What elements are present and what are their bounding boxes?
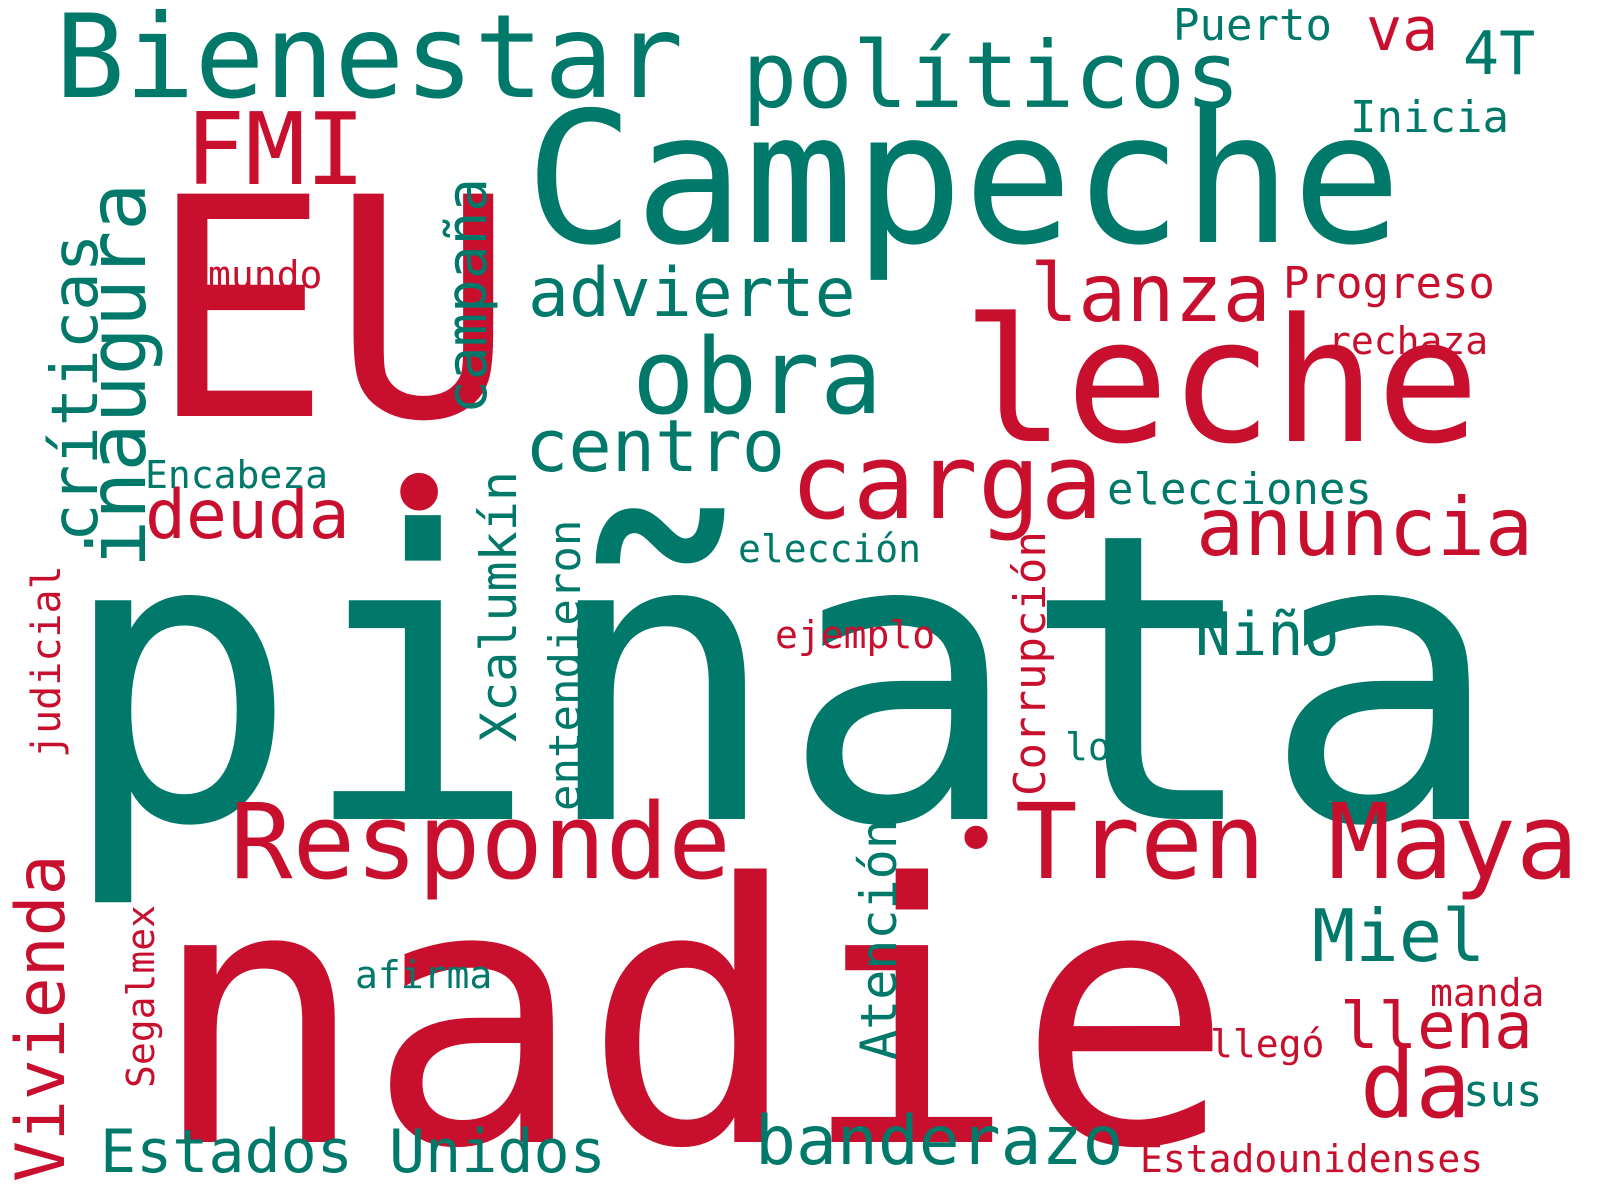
word-llego: llegó [1210,1022,1325,1066]
word-campana: campaña [435,177,500,414]
word-judicial: judicial [24,565,70,758]
word-advierte: advierte [528,254,856,333]
word-4t: 4T [1463,19,1536,89]
word-encabeza: Encabeza [145,453,329,497]
word-rechaza: rechaza [1328,319,1489,363]
word-corrupcion: Corrupción [1005,531,1056,796]
word-llena: llena [1340,990,1533,1064]
word-bienestar: Bienestar [55,0,684,125]
word-elecciones: elecciones [1107,464,1372,515]
word-xcalumkin: Xcalumkín [470,471,528,742]
word-lanza: lanza [1030,247,1271,340]
word-politicos: políticos [742,22,1241,129]
word-puerto: Puerto [1173,0,1332,51]
word-estadounidenses: Estadounidenses [1140,1137,1484,1181]
word-nadie: nadie [150,808,1234,1200]
word-atencion: Atención [850,819,908,1060]
word-ejemplo: ejemplo [775,613,936,657]
word-tren-dot: • [952,793,1001,886]
word-deuda: deuda [145,476,350,555]
word-inicia: Inicia [1350,92,1509,143]
word-da: da [1360,1032,1471,1139]
word-afirma: afirma [355,953,493,997]
word-mundo: mundo [208,253,323,297]
word-eu-dot: • [380,419,459,571]
word-estados-unidos: Estados Unidos [100,1117,606,1187]
word-tren-maya: Tren Maya [1015,781,1579,903]
word-responde: Responde [230,781,731,903]
word-criticas: críticas [39,233,113,542]
word-campeche: Campeche [525,73,1402,285]
word-banderazo: banderazo [755,1102,1124,1181]
word-miel: Miel [1312,894,1486,978]
word-va: va [1366,0,1439,65]
word-entendieron: entendieron [540,519,591,811]
word-pinata: piñata [58,449,1503,914]
word-nino: Niño [1195,600,1340,670]
word-leche: leche [962,281,1480,482]
word-manda: manda [1430,971,1545,1015]
word-carga: carga [790,421,1104,543]
word-eleccion: elección [738,527,922,571]
word-fmi: FMI [185,91,366,208]
word-anuncia: anuncia [1196,481,1534,574]
word-segalmex: Segalmex [119,904,163,1088]
word-vivienda: Vivienda [2,854,81,1182]
word-obra: obra [632,316,883,438]
word-eu: EU [148,133,516,488]
word-progreso: Progreso [1283,258,1495,309]
word-sus: sus [1463,1066,1543,1117]
word-centro: centro [525,404,786,488]
word-lo: lo [1065,725,1111,769]
